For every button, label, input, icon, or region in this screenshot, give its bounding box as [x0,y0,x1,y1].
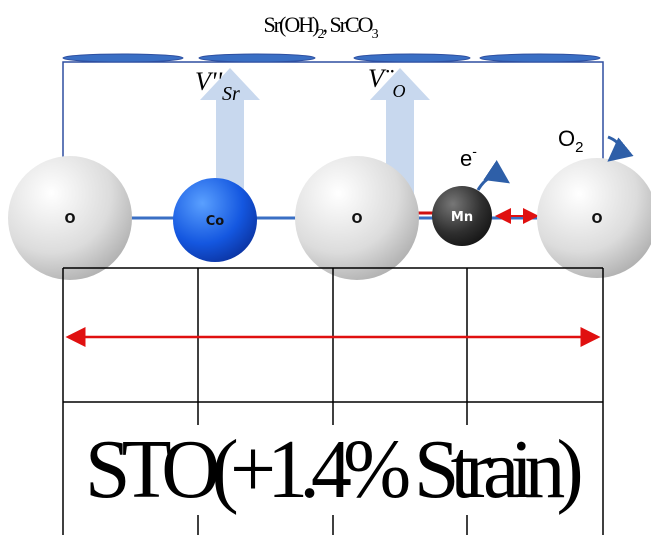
defect-label: V''Sr [195,67,240,105]
text-part: 2 [575,139,583,156]
electron-label: e- [460,143,477,171]
atom-label: Co [206,214,225,229]
text-part: O [393,81,406,101]
diffusion-arrows [200,68,430,195]
text-part: e [460,146,472,171]
label-background [85,425,580,515]
substrate-label: STO(+1.4% Strain) [85,423,581,516]
surface-layer [62,53,601,63]
atom-label: O [351,212,362,227]
atoms [8,156,651,280]
atom-label: O [64,212,75,227]
atom-label: O [591,212,602,227]
text-part: - [472,143,477,159]
text-part: 3 [372,27,379,42]
oxygen-label: O2 [558,126,583,156]
text-part: O [558,126,575,151]
text-part: V'' [195,67,222,96]
electron-arrow [476,160,510,191]
text-part: V¨ [368,64,394,93]
text-part: , SrCO [322,12,372,37]
atom-label: Mn [451,210,473,225]
text-part: Sr(OH) [263,12,319,37]
defect-label: V¨O [368,64,406,101]
text-part: 2 [317,27,324,42]
surface-frame [62,61,604,200]
top-label: Sr(OH)2, SrCO3 [263,12,378,42]
text-part: Sr [222,83,240,105]
oxygen-arrow [607,135,634,162]
